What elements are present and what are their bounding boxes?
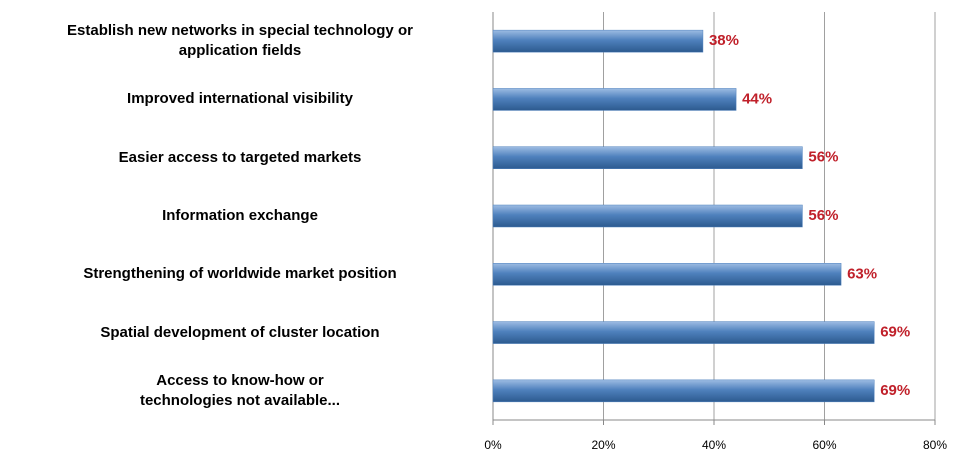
x-tick-label: 40%	[702, 438, 726, 452]
value-label: 44%	[742, 90, 772, 107]
x-tick-label: 20%	[591, 438, 615, 452]
x-tick-label: 0%	[484, 438, 502, 452]
y-tick-label: Strengthening of worldwide market positi…	[83, 265, 397, 283]
bar	[492, 263, 842, 286]
value-label: 69%	[880, 382, 910, 399]
value-label: 56%	[808, 207, 838, 224]
value-label: 69%	[880, 324, 910, 341]
value-label: 56%	[808, 149, 838, 166]
y-tick-label: Access to know-how or technologies not a…	[139, 371, 341, 409]
x-tick-label: 80%	[923, 438, 947, 452]
bar	[492, 321, 875, 344]
bar	[492, 88, 737, 111]
bar	[492, 29, 704, 53]
value-label: 63%	[847, 265, 877, 282]
y-tick-label: Easier access to targeted markets	[118, 148, 362, 166]
bar	[492, 379, 875, 403]
y-tick-label: Spatial development of cluster location	[100, 323, 380, 341]
bar	[492, 204, 803, 228]
x-tick-label: 60%	[812, 438, 836, 452]
y-tick-label: Information exchange	[162, 207, 318, 224]
y-tick-label: Establish new networks in special techno…	[67, 22, 413, 60]
bar	[492, 146, 803, 169]
value-label: 38%	[709, 32, 739, 49]
y-tick-label: Improved international visibility	[127, 90, 353, 108]
